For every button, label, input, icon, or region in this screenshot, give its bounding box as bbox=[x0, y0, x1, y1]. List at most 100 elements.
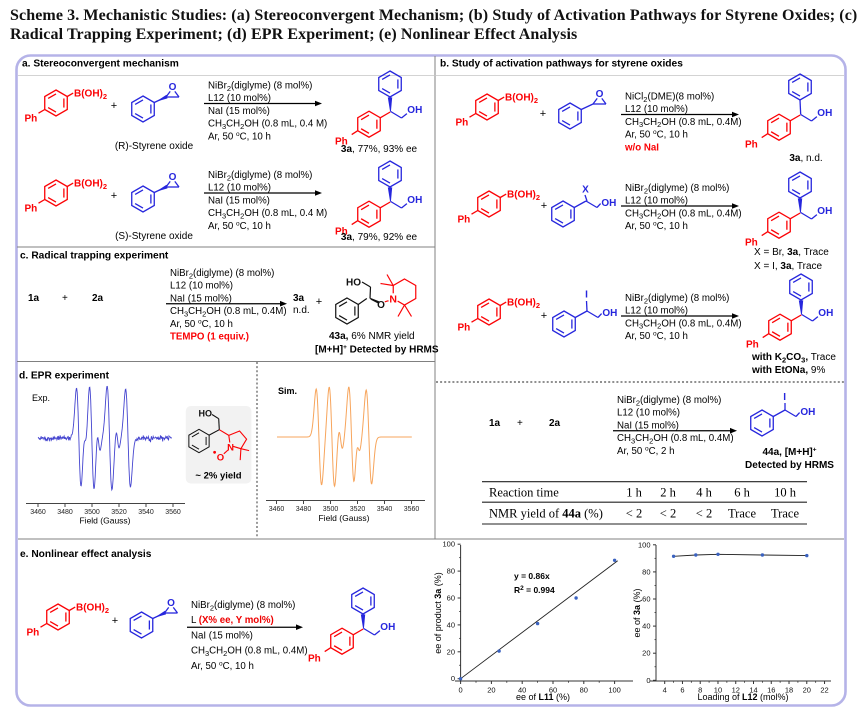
svg-text:L12 (10 mol%): L12 (10 mol%) bbox=[625, 306, 688, 317]
svg-text:43a, 6% NMR yield: 43a, 6% NMR yield bbox=[329, 331, 415, 342]
svg-text:3520: 3520 bbox=[350, 506, 366, 513]
svg-text:< 2: < 2 bbox=[660, 507, 676, 521]
svg-text:TEMPO (1 equiv.): TEMPO (1 equiv.) bbox=[170, 332, 249, 343]
svg-text:8: 8 bbox=[698, 686, 702, 695]
svg-text:e. Nonlinear effect analysis: e. Nonlinear effect analysis bbox=[20, 549, 152, 560]
svg-text:20: 20 bbox=[642, 649, 650, 658]
svg-text:100: 100 bbox=[608, 686, 621, 695]
svg-text:N: N bbox=[227, 443, 234, 454]
svg-text:2a: 2a bbox=[92, 293, 104, 304]
svg-text:NiBr2​(diglyme) (8 mol%): NiBr2​(diglyme) (8 mol%) bbox=[208, 170, 312, 182]
svg-text:Field (Gauss): Field (Gauss) bbox=[318, 513, 369, 523]
svg-text:20: 20 bbox=[487, 686, 495, 695]
svg-text:w/o NaI: w/o NaI bbox=[624, 142, 659, 153]
svg-text:Reaction time: Reaction time bbox=[489, 486, 559, 500]
svg-text:I: I bbox=[585, 290, 588, 301]
svg-text:+: + bbox=[540, 108, 546, 120]
svg-text:40: 40 bbox=[447, 620, 455, 629]
svg-text:NMR yield of 44a (%): NMR yield of 44a (%) bbox=[489, 507, 603, 521]
svg-text:X: X bbox=[582, 185, 589, 196]
svg-text:Ar, 50 o​C, 10 h: Ar, 50 o​C, 10 h bbox=[625, 331, 688, 343]
svg-text:18: 18 bbox=[785, 686, 793, 695]
svg-text:HO: HO bbox=[346, 278, 361, 289]
svg-text:n.d.: n.d. bbox=[293, 305, 310, 316]
svg-text:20: 20 bbox=[803, 686, 811, 695]
svg-text:80: 80 bbox=[447, 567, 455, 576]
svg-text:Ar, 50 o​C, 10 h: Ar, 50 o​C, 10 h bbox=[625, 129, 688, 141]
svg-text:+: + bbox=[111, 100, 117, 112]
svg-text:3540: 3540 bbox=[377, 506, 393, 513]
svg-text:+: + bbox=[316, 296, 322, 308]
svg-text:L12 (10 mol%): L12 (10 mol%) bbox=[625, 196, 688, 207]
svg-text:Ar, 50 o​C, 10 h: Ar, 50 o​C, 10 h bbox=[191, 660, 254, 672]
svg-text:CH3​CH2​OH (0.8 mL, 0.4 M): CH3​CH2​OH (0.8 mL, 0.4 M) bbox=[208, 208, 327, 220]
svg-text:+: + bbox=[541, 200, 547, 212]
svg-text:CH3​CH2​OH (0.8 mL, 0.4M): CH3​CH2​OH (0.8 mL, 0.4M) bbox=[625, 117, 742, 129]
svg-text:16: 16 bbox=[767, 686, 775, 695]
svg-text:1a: 1a bbox=[28, 293, 40, 304]
svg-text:NiCl2​(DME)(8 mol%): NiCl2​(DME)(8 mol%) bbox=[625, 92, 714, 104]
svg-text:6 h: 6 h bbox=[734, 486, 750, 500]
svg-text:L12 (10 mol%): L12 (10 mol%) bbox=[208, 93, 271, 104]
svg-text:NaI (15 mol%): NaI (15 mol%) bbox=[617, 420, 679, 431]
svg-text:+: + bbox=[112, 615, 118, 627]
svg-text:c. Radical trapping experiment: c. Radical trapping experiment bbox=[20, 251, 169, 262]
svg-text:3480: 3480 bbox=[296, 506, 312, 513]
svg-text:X = Br, 3a, Trace: X = Br, 3a, Trace bbox=[754, 247, 829, 258]
svg-text:ee of product 3a (%): ee of product 3a (%) bbox=[433, 572, 443, 654]
svg-text:3560: 3560 bbox=[404, 506, 420, 513]
svg-text:3460: 3460 bbox=[30, 509, 46, 516]
svg-text:1a: 1a bbox=[489, 418, 501, 429]
svg-text:Field (Gauss): Field (Gauss) bbox=[79, 516, 130, 526]
svg-text:+: + bbox=[541, 310, 547, 322]
svg-text:with K2​CO3​, Trace: with K2​CO3​, Trace bbox=[751, 352, 836, 364]
svg-text:a. Stereoconvergent mechanism: a. Stereoconvergent mechanism bbox=[22, 59, 179, 70]
svg-text:0: 0 bbox=[459, 686, 463, 695]
svg-text:3500: 3500 bbox=[84, 509, 100, 516]
svg-text:NiBr2​(diglyme) (8 mol%): NiBr2​(diglyme) (8 mol%) bbox=[170, 268, 274, 280]
svg-text:NaI (15 mol%): NaI (15 mol%) bbox=[208, 195, 270, 206]
svg-text:10: 10 bbox=[714, 686, 722, 695]
svg-text:NiBr2​(diglyme) (8 mol%): NiBr2​(diglyme) (8 mol%) bbox=[208, 81, 312, 93]
svg-text:60: 60 bbox=[447, 594, 455, 603]
svg-text:3a, 79%, 92% ee: 3a, 79%, 92% ee bbox=[341, 232, 418, 243]
svg-text:NiBr2​(diglyme) (8 mol%): NiBr2​(diglyme) (8 mol%) bbox=[191, 600, 295, 612]
svg-text:L12 (10 mol%): L12 (10 mol%) bbox=[625, 104, 688, 115]
svg-text:L12 (10 mol%): L12 (10 mol%) bbox=[170, 281, 233, 292]
svg-text:X = I, 3a, Trace: X = I, 3a, Trace bbox=[754, 261, 823, 272]
svg-text:100: 100 bbox=[638, 540, 651, 549]
svg-text:2a: 2a bbox=[549, 418, 561, 429]
svg-text:100: 100 bbox=[442, 540, 455, 549]
svg-text:O: O bbox=[377, 300, 385, 311]
svg-text:NaI (15 mol%): NaI (15 mol%) bbox=[170, 293, 232, 304]
svg-text:4 h: 4 h bbox=[696, 486, 712, 500]
svg-text:with EtONa, 9%: with EtONa, 9% bbox=[751, 365, 825, 376]
svg-text:2 h: 2 h bbox=[660, 486, 676, 500]
svg-text:NiBr2​(diglyme) (8 mol%): NiBr2​(diglyme) (8 mol%) bbox=[625, 183, 729, 195]
svg-text:0: 0 bbox=[646, 676, 650, 685]
svg-text:Loading of L12 (mol%): Loading of L12 (mol%) bbox=[697, 692, 788, 702]
svg-text:6: 6 bbox=[680, 686, 684, 695]
svg-text:4: 4 bbox=[663, 686, 667, 695]
svg-text:20: 20 bbox=[447, 647, 455, 656]
svg-text:Ar, 50 o​C, 10 h: Ar, 50 o​C, 10 h bbox=[170, 318, 233, 330]
svg-text:Exp.: Exp. bbox=[32, 393, 50, 403]
svg-text:y = 0.86x: y = 0.86x bbox=[514, 571, 550, 581]
svg-text:40: 40 bbox=[642, 622, 650, 631]
svg-text:+: + bbox=[62, 293, 68, 304]
svg-text:+: + bbox=[111, 190, 117, 202]
svg-text:80: 80 bbox=[580, 686, 588, 695]
svg-text:< 2: < 2 bbox=[626, 507, 642, 521]
svg-text:~ 2% yield: ~ 2% yield bbox=[195, 471, 241, 482]
svg-text:14: 14 bbox=[749, 686, 757, 695]
svg-text:L (X% ee, Y mol%): L (X% ee, Y mol%) bbox=[191, 615, 274, 626]
svg-text:NiBr2​(diglyme) (8 mol%): NiBr2​(diglyme) (8 mol%) bbox=[617, 395, 721, 407]
svg-text:NiBr2​(diglyme) (8 mol%): NiBr2​(diglyme) (8 mol%) bbox=[625, 293, 729, 305]
svg-text:Detected by HRMS: Detected by HRMS bbox=[745, 460, 834, 471]
svg-text:40: 40 bbox=[518, 686, 526, 695]
svg-text:Ar, 50 o​C, 10 h: Ar, 50 o​C, 10 h bbox=[625, 221, 688, 233]
svg-text:NaI (15 mol%): NaI (15 mol%) bbox=[208, 106, 270, 117]
svg-text:ee of 3a (%): ee of 3a (%) bbox=[632, 588, 642, 637]
svg-text:Sim.: Sim. bbox=[278, 386, 297, 396]
svg-text:+: + bbox=[517, 418, 523, 429]
